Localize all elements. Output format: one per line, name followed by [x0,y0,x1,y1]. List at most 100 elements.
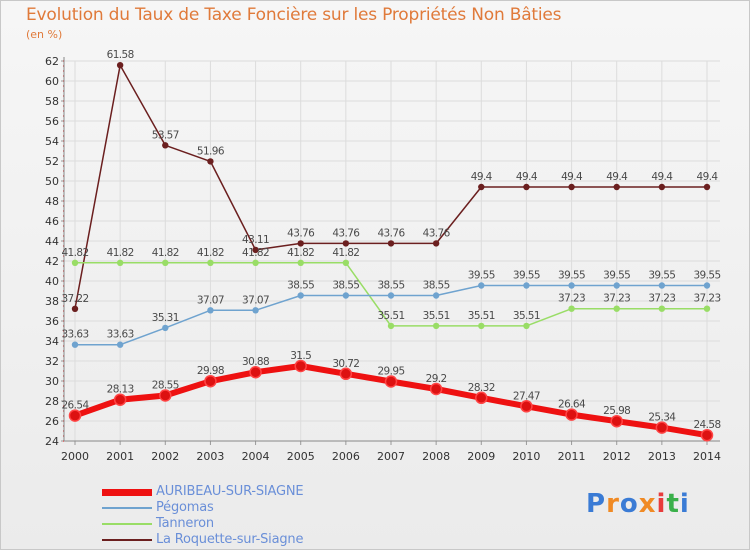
data-label-auribeau-sur-siagne: 29.95 [377,366,404,378]
data-label-tanneron: 41.82 [242,247,269,259]
data-point-la-roquette-sur-siagne [703,183,711,191]
data-point-p-gomas [297,292,304,299]
series-lines [68,61,714,442]
legend-label-pegomas: Pégomas [156,500,214,515]
data-label-la-roquette-sur-siagne: 49.4 [471,171,493,183]
data-point-la-roquette-sur-siagne [252,246,259,254]
y-tick-label: 26 [45,415,59,428]
data-label-tanneron: 37.23 [648,293,675,305]
logo-letter: r [606,489,620,519]
logo-letter: x [638,489,657,519]
data-label-tanneron: 41.82 [332,247,359,259]
data-label-p-gomas: 33.63 [61,329,88,341]
data-point-auribeau-sur-siagne [113,393,127,406]
data-point-la-roquette-sur-siagne [387,240,395,247]
data-label-p-gomas: 39.55 [513,270,540,282]
y-tick-label: 50 [45,175,59,188]
x-tick-label: 2004 [242,450,270,463]
data-point-auribeau-sur-siagne [655,421,669,434]
data-label-tanneron: 41.82 [287,247,314,259]
data-label-tanneron: 41.82 [152,247,179,259]
data-point-p-gomas [613,282,620,289]
x-tick-label: 2013 [648,450,676,463]
data-label-auribeau-sur-siagne: 26.54 [61,400,89,412]
data-label-tanneron: 35.51 [377,310,404,322]
legend-swatch-tanneron [102,523,152,525]
y-tick-label: 58 [45,95,59,108]
logo-letter: o [619,489,639,519]
data-label-p-gomas: 38.55 [377,280,404,292]
data-label-la-roquette-sur-siagne: 43.76 [332,227,360,239]
data-label-tanneron: 37.23 [603,293,630,305]
data-point-p-gomas [478,282,485,289]
y-tick-label: 34 [45,335,59,348]
data-point-auribeau-sur-siagne [565,408,578,421]
data-point-auribeau-sur-siagne [429,382,443,396]
data-point-la-roquette-sur-siagne [297,240,304,247]
legend-swatch-pegomas [102,507,152,509]
data-point-tanneron [387,322,395,330]
x-tick-label: 2009 [467,450,495,463]
logo-letter: i [679,489,690,519]
data-label-auribeau-sur-siagne: 29.98 [197,365,224,377]
legend-label-tanneron: Tanneron [156,516,214,531]
data-label-tanneron: 35.51 [423,310,450,322]
chart-title: Evolution du Taux de Taxe Foncière sur l… [26,5,562,25]
y-tick-label: 28 [45,395,59,408]
y-tick-label: 54 [45,135,59,148]
data-label-p-gomas: 39.55 [603,270,630,282]
data-point-p-gomas [387,292,395,299]
data-point-p-gomas [432,292,440,299]
data-point-tanneron [342,259,350,266]
x-tick-label: 2000 [61,450,89,463]
data-label-la-roquette-sur-siagne: 51.96 [197,145,225,157]
y-tick-label: 30 [45,375,59,388]
data-label-tanneron: 37.23 [558,293,585,305]
legend-swatch-la-roquette [102,539,152,541]
data-label-auribeau-sur-siagne: 30.88 [242,356,269,368]
data-point-tanneron [568,305,575,312]
data-label-p-gomas: 38.55 [423,280,450,292]
data-label-auribeau-sur-siagne: 29.2 [426,373,447,385]
data-point-tanneron [478,322,485,330]
data-point-auribeau-sur-siagne [384,375,398,388]
legend-swatch-auribeau [102,489,152,496]
data-label-tanneron: 35.51 [513,310,540,322]
data-point-auribeau-sur-siagne [159,389,172,402]
data-point-auribeau-sur-siagne [204,374,217,388]
data-label-p-gomas: 39.55 [558,270,585,282]
data-point-tanneron [658,305,666,312]
data-point-tanneron [703,305,711,312]
data-label-tanneron: 41.82 [107,247,134,259]
data-label-p-gomas: 38.55 [332,280,359,292]
data-point-tanneron [523,322,530,330]
data-point-la-roquette-sur-siagne [432,240,440,247]
data-point-tanneron [71,259,79,266]
data-point-p-gomas [523,282,530,289]
x-tick-labels: 2000 2001 2002 2003 2004 2005 2006 2007 2008 2009… [61,450,721,463]
data-label-auribeau-sur-siagne: 31.5 [290,350,311,362]
y-tick-label: 40 [45,275,59,288]
y-tick-label: 48 [45,195,59,208]
data-point-la-roquette-sur-siagne [613,183,620,191]
data-label-tanneron: 37.23 [693,293,720,305]
data-point-auribeau-sur-siagne [294,359,307,373]
data-label-p-gomas: 37.07 [197,294,224,306]
data-point-la-roquette-sur-siagne [658,183,666,191]
data-point-la-roquette-sur-siagne [116,61,124,69]
data-point-la-roquette-sur-siagne [207,158,214,165]
x-tick-label: 2008 [422,450,450,463]
data-point-auribeau-sur-siagne [520,400,533,413]
data-point-p-gomas [342,292,350,299]
data-label-la-roquette-sur-siagne: 43.76 [423,227,451,239]
data-label-auribeau-sur-siagne: 30.72 [332,358,359,370]
data-label-la-roquette-sur-siagne: 49.4 [606,171,628,183]
data-point-auribeau-sur-siagne [610,414,623,428]
data-label-tanneron: 41.82 [61,247,88,259]
data-label-p-gomas: 37.07 [242,294,269,306]
data-label-auribeau-sur-siagne: 27.47 [513,390,540,402]
axes [61,57,720,445]
data-point-la-roquette-sur-siagne [478,183,485,191]
logo-letter: t [666,489,680,519]
data-point-tanneron [162,259,169,266]
